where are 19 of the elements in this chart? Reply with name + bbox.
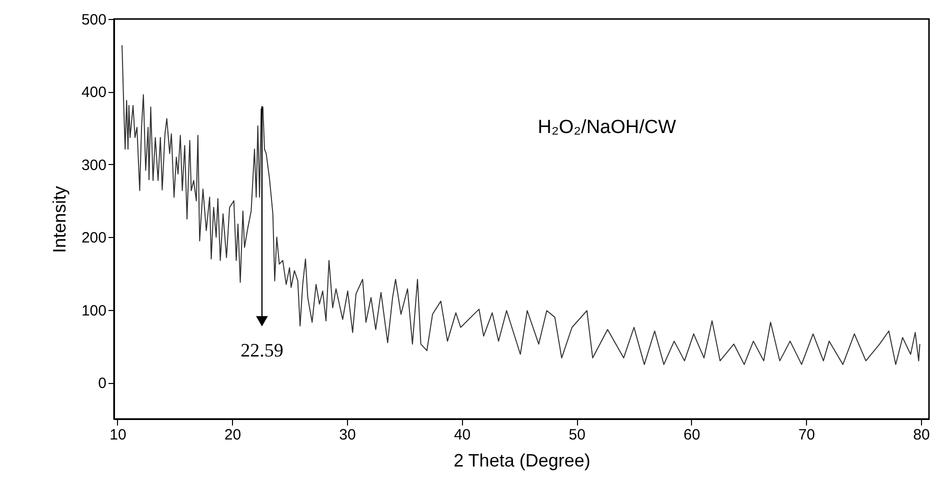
x-tick-label: 20 — [224, 426, 242, 444]
annotation: H₂O₂/NaOH/CW — [538, 117, 676, 138]
annotation: 22.59 — [240, 340, 284, 362]
line-series — [122, 44, 920, 365]
y-axis-title: Intensity — [49, 186, 70, 254]
x-tick-label: 50 — [568, 426, 586, 444]
x-tick-label: 10 — [110, 426, 126, 444]
y-tick-label: 100 — [81, 302, 106, 320]
x-tick-label: 80 — [913, 426, 930, 444]
y-tick-label: 400 — [81, 84, 106, 102]
y-tick-label: 0 — [98, 375, 106, 392]
y-tick-label: 200 — [81, 230, 106, 247]
x-tick-label: 60 — [684, 426, 700, 444]
y-tick-label: 300 — [81, 156, 106, 174]
x-tick-label: 40 — [454, 426, 471, 444]
x-tick-label: 70 — [798, 426, 816, 444]
y-tick-label: 500 — [81, 12, 106, 28]
x-axis-title: 2 Theta (Degree) — [454, 450, 590, 470]
x-tick-label: 30 — [339, 426, 356, 444]
